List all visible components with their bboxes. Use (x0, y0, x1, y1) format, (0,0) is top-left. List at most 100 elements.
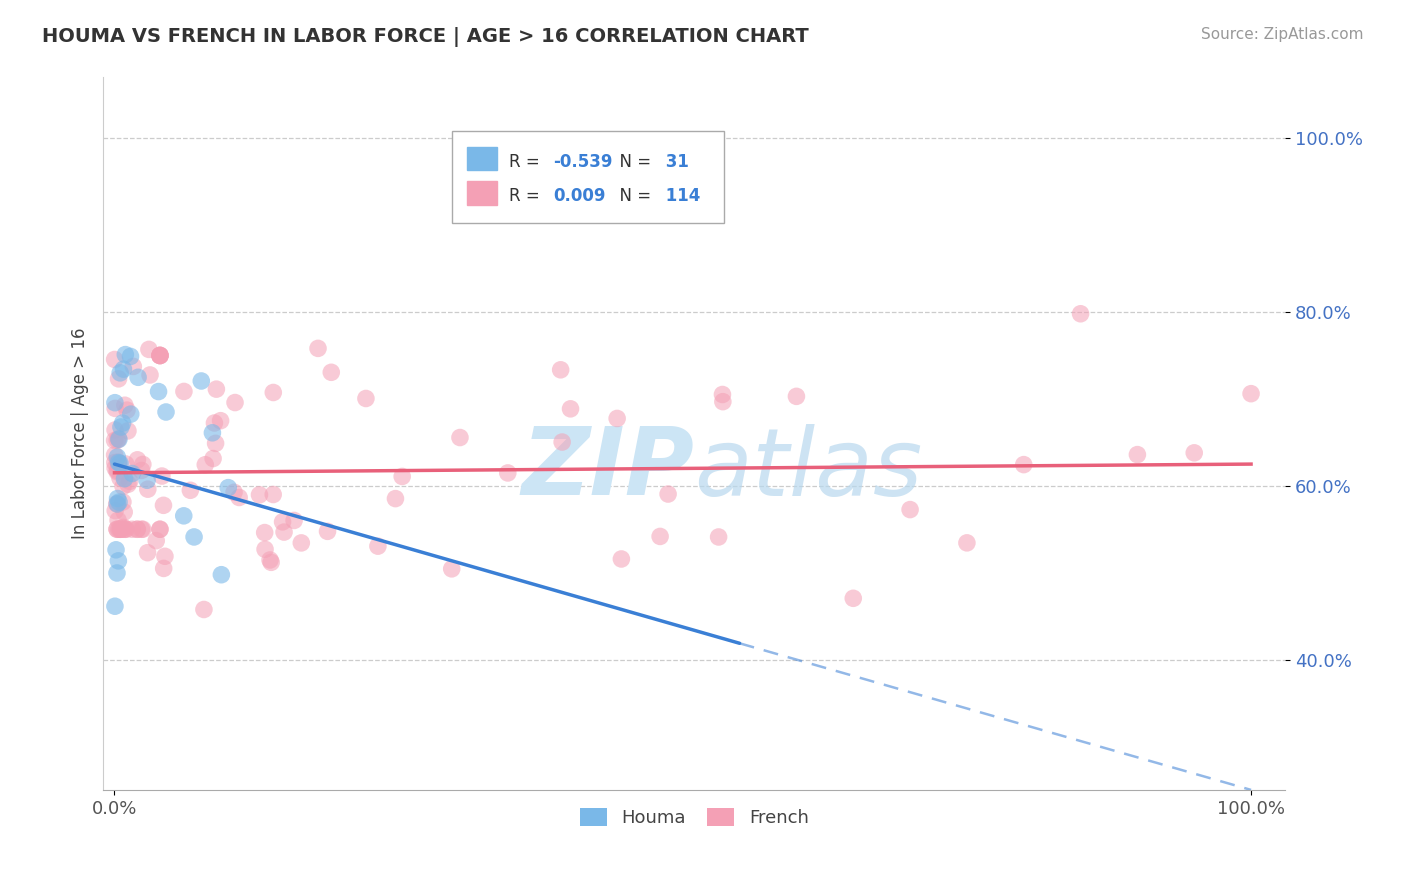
Point (104, 599, 127, 614)
Point (228, 491, 250, 505)
FancyBboxPatch shape (451, 131, 724, 224)
Point (606, 411, 628, 425)
Point (149, 349, 172, 363)
Point (150, 469, 173, 483)
Point (153, 549, 176, 564)
Point (132, 522, 155, 536)
Point (107, 464, 129, 478)
Point (173, 384, 195, 399)
Point (384, 491, 406, 506)
Point (115, 403, 138, 417)
Point (127, 370, 149, 384)
Point (560, 401, 582, 416)
Point (152, 561, 174, 575)
Point (104, 401, 127, 416)
Point (610, 552, 633, 566)
Bar (467, 147, 496, 170)
Point (111, 416, 134, 430)
Point (104, 434, 127, 448)
Point (209, 567, 232, 582)
Point (115, 522, 138, 536)
Point (657, 487, 679, 501)
Point (354, 392, 377, 406)
Point (785, 389, 807, 403)
Point (111, 495, 134, 509)
Point (307, 342, 329, 356)
Point (112, 505, 135, 519)
Point (179, 483, 201, 498)
Point (114, 472, 136, 486)
Point (107, 458, 129, 473)
Text: Source: ZipAtlas.com: Source: ZipAtlas.com (1201, 27, 1364, 42)
Point (105, 522, 128, 536)
Text: 0.009: 0.009 (554, 187, 606, 205)
Point (204, 436, 226, 450)
Text: ZIP: ZIP (522, 424, 695, 516)
Point (104, 456, 127, 470)
Point (108, 471, 131, 485)
Point (209, 414, 232, 428)
Point (112, 362, 135, 376)
Point (105, 497, 128, 511)
Point (104, 352, 127, 367)
Point (183, 530, 205, 544)
Point (104, 504, 127, 518)
Point (132, 458, 155, 472)
Point (108, 522, 131, 536)
Point (117, 424, 139, 438)
Text: atlas: atlas (695, 424, 922, 515)
Point (105, 566, 128, 580)
Point (145, 533, 167, 548)
Point (262, 385, 284, 400)
Text: R =: R = (509, 153, 544, 170)
Point (127, 522, 149, 536)
Point (273, 524, 295, 539)
Point (551, 435, 574, 450)
Point (108, 457, 131, 471)
Point (107, 491, 129, 506)
Point (127, 522, 149, 536)
Point (105, 433, 128, 447)
Point (107, 432, 129, 446)
Point (149, 522, 172, 536)
Point (898, 502, 921, 516)
Point (110, 420, 132, 434)
Point (104, 461, 127, 475)
Point (114, 398, 136, 412)
Point (112, 520, 135, 534)
Point (105, 497, 128, 511)
Point (259, 553, 281, 567)
Point (253, 525, 276, 540)
Point (121, 467, 143, 481)
Point (110, 522, 132, 536)
Point (842, 591, 865, 606)
Point (202, 451, 225, 466)
Point (204, 416, 226, 430)
Point (249, 488, 271, 502)
Point (155, 405, 177, 419)
Point (105, 542, 128, 557)
Point (254, 542, 277, 557)
Point (550, 363, 572, 377)
Point (173, 508, 195, 523)
Point (224, 395, 246, 409)
Point (122, 359, 145, 374)
Point (1240, 386, 1263, 401)
Text: 114: 114 (659, 187, 700, 205)
Point (131, 522, 153, 536)
Text: N =: N = (609, 153, 657, 170)
Point (136, 473, 159, 487)
Point (149, 349, 172, 363)
Text: -0.539: -0.539 (554, 153, 613, 170)
Point (108, 432, 131, 446)
Point (391, 469, 413, 483)
Point (205, 382, 228, 396)
Point (1012, 458, 1035, 472)
Point (149, 349, 172, 363)
Point (496, 466, 519, 480)
Point (104, 448, 127, 462)
Y-axis label: In Labor Force | Age > 16: In Labor Force | Age > 16 (72, 328, 89, 540)
Point (152, 499, 174, 513)
Point (711, 394, 734, 409)
Text: HOUMA VS FRENCH IN LABOR FORCE | AGE > 16 CORRELATION CHART: HOUMA VS FRENCH IN LABOR FORCE | AGE > 1… (42, 27, 808, 46)
